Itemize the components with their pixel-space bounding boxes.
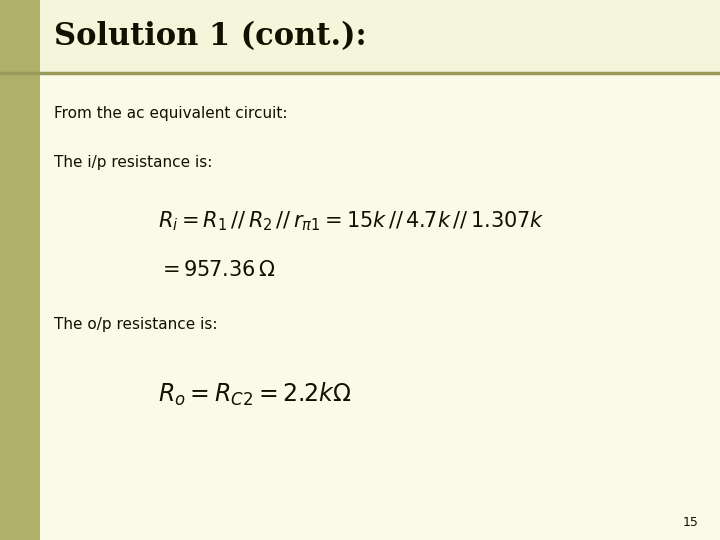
FancyBboxPatch shape bbox=[0, 73, 40, 540]
FancyBboxPatch shape bbox=[0, 0, 40, 73]
Text: 15: 15 bbox=[683, 516, 698, 529]
Text: Solution 1 (cont.):: Solution 1 (cont.): bbox=[54, 21, 366, 52]
Text: $R_i = R_1 \,//\, R_2 \,//\, r_{\pi 1} = 15k \,//\, 4.7k \,//\, 1.307k$: $R_i = R_1 \,//\, R_2 \,//\, r_{\pi 1} =… bbox=[158, 210, 545, 233]
Text: From the ac equivalent circuit:: From the ac equivalent circuit: bbox=[54, 106, 287, 121]
Text: The i/p resistance is:: The i/p resistance is: bbox=[54, 154, 212, 170]
Text: The o/p resistance is:: The o/p resistance is: bbox=[54, 316, 217, 332]
Text: $R_o = R_{C2} = 2.2k\Omega$: $R_o = R_{C2} = 2.2k\Omega$ bbox=[158, 381, 352, 408]
Text: $= 957.36\,\Omega$: $= 957.36\,\Omega$ bbox=[158, 260, 276, 280]
FancyBboxPatch shape bbox=[0, 0, 720, 73]
